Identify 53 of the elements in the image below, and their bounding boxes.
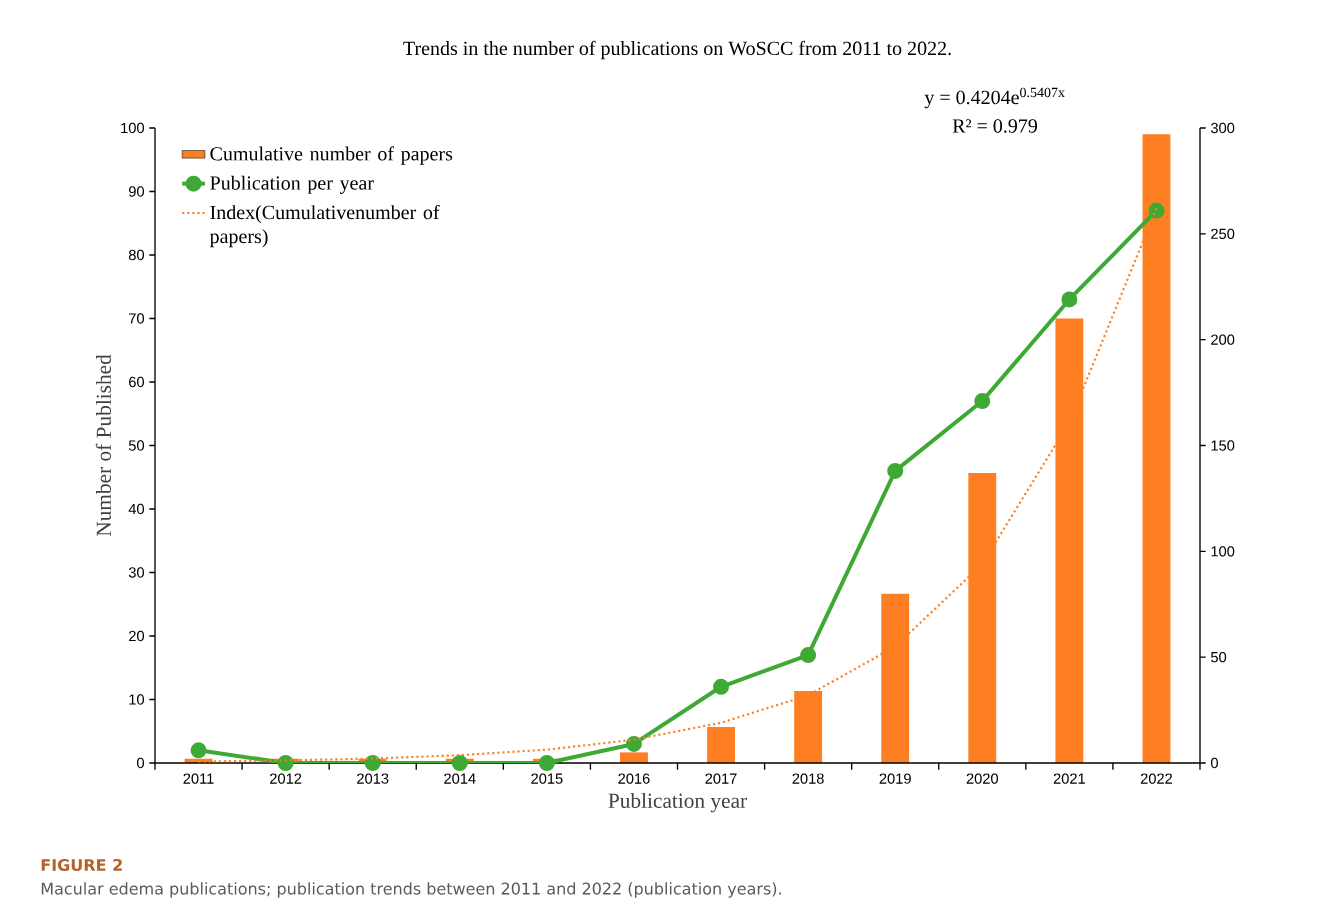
text: y = 0.4204e$^{0.5407x}$ <box>924 87 1065 109</box>
y-tick-label: 30 <box>128 567 145 578</box>
annotation: R² = 0.979 <box>952 119 1037 133</box>
point <box>974 393 991 410</box>
y-axis-title: Number of Published <box>95 354 111 537</box>
x-tick-label: 2021 <box>1053 773 1085 784</box>
bar <box>620 752 648 763</box>
point <box>277 754 294 771</box>
chart-title: Trends in the number of publications on WoSCC from 2011 to 2022. <box>403 40 951 60</box>
x-tick-label: 2019 <box>879 773 911 784</box>
point <box>887 462 904 479</box>
y-tick-label: 40 <box>128 503 145 515</box>
y2-tick-label: 150 <box>1211 440 1235 451</box>
point <box>713 678 730 695</box>
y2-tick-label: 200 <box>1211 334 1235 345</box>
legend-label: Publication per year <box>210 175 374 194</box>
y2-tick-label: 250 <box>1211 228 1235 240</box>
x-tick-label: 2016 <box>618 773 650 784</box>
y2-tick-label: 300 <box>1210 122 1235 134</box>
x-tick-label: 2015 <box>531 773 563 784</box>
y-tick-label: 50 <box>128 440 145 451</box>
legend-label: Index(Cumulativenumber of papers) <box>209 204 440 248</box>
y-tick-label: 80 <box>128 249 145 261</box>
y-tick-label: 100 <box>121 122 145 134</box>
point <box>1148 202 1165 219</box>
x-tick-label: 2020 <box>966 773 999 784</box>
point <box>451 754 468 771</box>
point <box>1061 291 1078 308</box>
point <box>800 647 817 664</box>
y-tick-label: 90 <box>128 186 145 197</box>
y-tick-label: 10 <box>129 694 145 705</box>
point <box>190 742 207 759</box>
text: Macular edema publications; publication trends between 2011 and 2022 (publication years). <box>41 882 781 898</box>
y2-tick-label: 0 <box>1210 757 1218 769</box>
x-axis-title: Publication year <box>608 792 747 813</box>
x-tick-label: 2011 <box>183 773 214 784</box>
x-tick-label: 2022 <box>1140 773 1173 784</box>
legend-label: Cumulative number of papers <box>210 146 453 165</box>
y2-tick-label: 50 <box>1210 651 1227 663</box>
x-tick-label: 2013 <box>357 773 389 784</box>
y-tick-label: 60 <box>129 376 145 388</box>
y-tick-label: 70 <box>129 313 145 324</box>
caption: FIGURE 2 <box>41 858 122 872</box>
point <box>538 754 555 771</box>
y2-tick-label: 100 <box>1211 546 1235 557</box>
point <box>364 754 381 771</box>
x-tick-label: 2012 <box>270 773 302 784</box>
x-tick-label: 2017 <box>705 773 737 784</box>
x-tick-label: 2018 <box>792 773 824 784</box>
x-tick-label: 2014 <box>444 773 476 784</box>
y-tick-label: 0 <box>137 757 145 769</box>
y-tick-label: 20 <box>129 630 145 642</box>
point <box>625 735 642 752</box>
